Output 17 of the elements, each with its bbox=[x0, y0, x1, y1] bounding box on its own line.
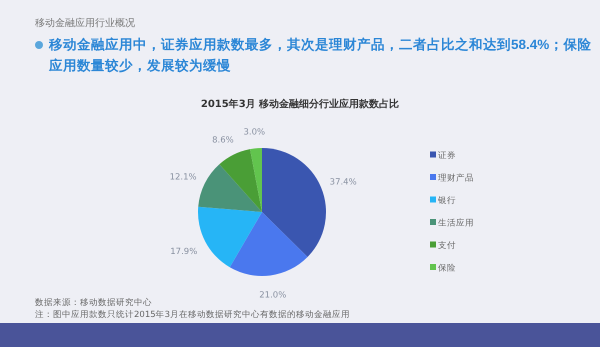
legend-label: 证券 bbox=[438, 150, 456, 161]
text: 移动金融应用行业概况 bbox=[35, 17, 135, 29]
data-label: 8.6% bbox=[212, 135, 234, 146]
legend-label: 理财产品 bbox=[438, 172, 474, 184]
legend-label: 银行 bbox=[437, 195, 456, 206]
data-label: 21.0% bbox=[259, 290, 286, 300]
chart-title: 2015年3月 移动金融细分行业应用款数占比 bbox=[200, 98, 400, 110]
data-label: 12.1% bbox=[170, 172, 197, 182]
source-note: 数据来源：移动数据研究中心 bbox=[35, 297, 152, 308]
data-label: 17.9% bbox=[170, 246, 198, 257]
data-label: 37.4% bbox=[330, 177, 357, 188]
legend-label: 保险 bbox=[438, 262, 456, 274]
text: 移动金融应用中，证券应用款数最多，其次是理财产品，二者占比之和达到58.4%；保险应用数量较少，发展较为缓慢 bbox=[49, 37, 592, 74]
legend-label: 支付 bbox=[438, 240, 456, 251]
data-label: 3.0% bbox=[243, 127, 266, 138]
legend-label: 生活应用 bbox=[438, 218, 474, 228]
text: 注：图中应用款数只统计2015年3月在移动数据研究中心有数据的移动金融应用 bbox=[35, 309, 350, 320]
